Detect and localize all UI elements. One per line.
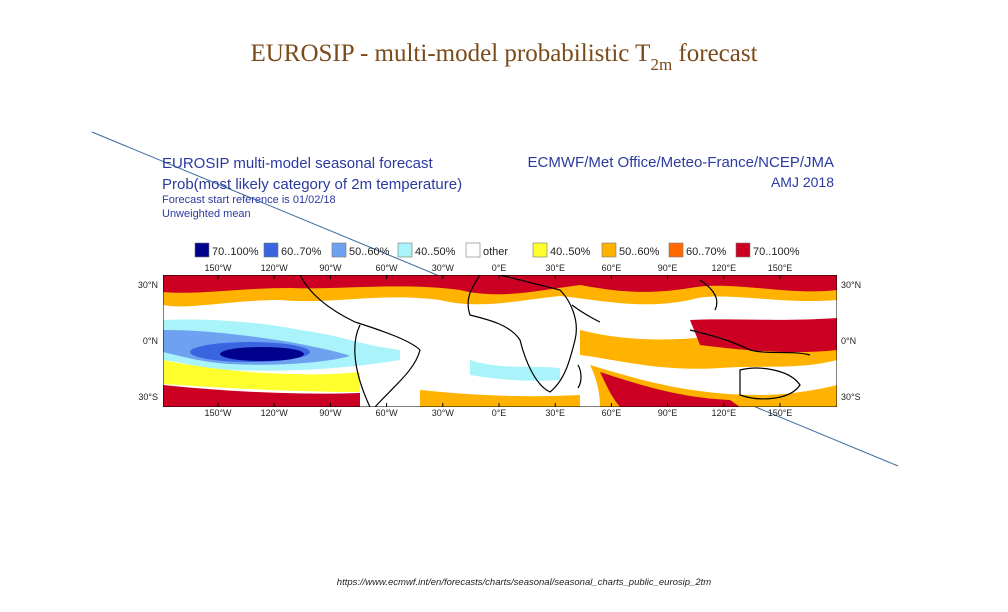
longitude-label: 90°E (658, 408, 678, 418)
legend-label: 60..70% (686, 246, 727, 258)
legend-swatch (331, 242, 347, 258)
map-heading: Prob(most likely category of 2m temperat… (162, 176, 462, 193)
longitude-label: 150°E (768, 263, 793, 273)
longitude-label: 150°W (204, 408, 232, 418)
longitude-label: 120°W (261, 408, 289, 418)
longitude-label: 60°W (376, 263, 399, 273)
map-period: AMJ 2018 (771, 174, 834, 190)
longitude-label: 60°E (602, 408, 622, 418)
legend-label: other (483, 246, 508, 258)
map-note: Forecast start reference is 01/02/18 (162, 194, 336, 206)
longitude-label: 30°W (432, 408, 455, 418)
legend-swatch (601, 242, 617, 258)
latitude-label: 30°S (841, 392, 861, 402)
latitude-label: 0°N (841, 336, 856, 346)
longitude-label: 60°W (376, 408, 399, 418)
map-heading: EUROSIP multi-model seasonal forecast (162, 155, 433, 172)
legend-swatch (397, 242, 413, 258)
legend-swatch (263, 242, 279, 258)
legend-swatch (194, 242, 210, 258)
latitude-label: 30°S (138, 392, 158, 402)
longitude-label: 30°W (432, 263, 455, 273)
map-source: ECMWF/Met Office/Meteo-France/NCEP/JMA (528, 154, 834, 171)
legend-label: 50..60% (619, 246, 660, 258)
source-url: https://www.ecmwf.int/en/forecasts/chart… (337, 577, 711, 588)
title-subscript: 2m (650, 55, 672, 74)
longitude-label: 90°E (658, 263, 678, 273)
legend-swatch (532, 242, 548, 258)
slide-title: EUROSIP - multi-model probabilistic T2m … (250, 40, 757, 74)
legend-swatch (465, 242, 481, 258)
longitude-label: 60°E (602, 263, 622, 273)
map-axes: 150°W 150°W 120°W 120°W 90°W 90°W 60°W 60°W 30°W… (138, 263, 861, 418)
legend-label: 60..70% (281, 246, 322, 258)
longitude-label: 120°E (711, 408, 736, 418)
longitude-label: 120°W (261, 263, 289, 273)
legend-label: 40..50% (415, 246, 456, 258)
legend-swatch (735, 242, 751, 258)
latitude-label: 30°N (841, 280, 861, 290)
legend-label: 70..100% (212, 246, 259, 258)
legend-swatch (668, 242, 684, 258)
longitude-label: 30°E (545, 263, 565, 273)
legend: 70..100% 60..70% 50..60% 40..50% other 40..50… (194, 242, 800, 258)
title-text: EUROSIP - multi-model probabilistic T (250, 40, 650, 67)
longitude-label: 90°W (319, 263, 342, 273)
map-note: Unweighted mean (162, 208, 251, 220)
longitude-label: 120°E (711, 263, 736, 273)
longitude-label: 150°E (768, 408, 793, 418)
latitude-label: 0°N (143, 336, 158, 346)
map-field (163, 275, 837, 407)
legend-label: 70..100% (753, 246, 800, 258)
longitude-label: 90°W (319, 408, 342, 418)
legend-label: 40..50% (550, 246, 591, 258)
map-header: EUROSIP multi-model seasonal forecast Pr… (162, 154, 834, 220)
title-suffix: forecast (672, 40, 757, 67)
longitude-label: 0°E (492, 408, 507, 418)
latitude-label: 30°N (138, 280, 158, 290)
longitude-label: 0°E (492, 263, 507, 273)
legend-label: 50..60% (349, 246, 390, 258)
longitude-label: 30°E (545, 408, 565, 418)
longitude-label: 150°W (204, 263, 232, 273)
